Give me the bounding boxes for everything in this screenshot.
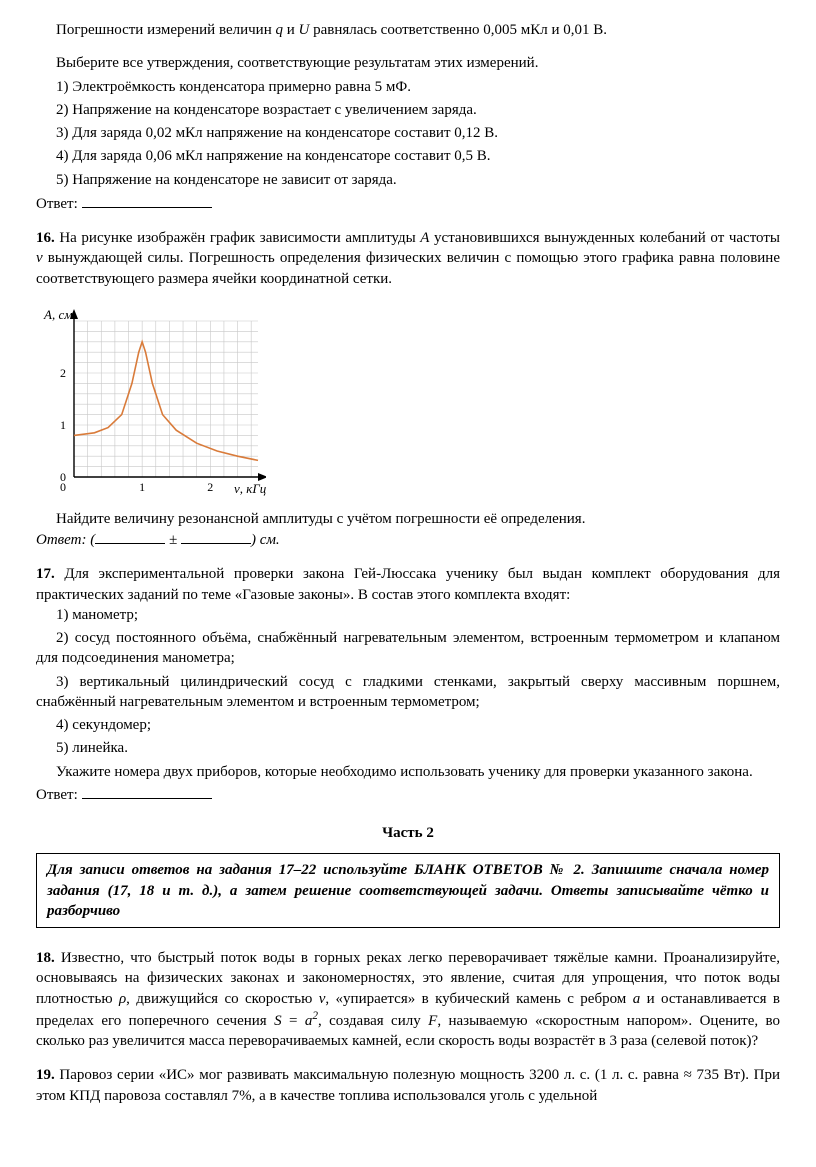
chart-svg: 012120A, смν, кГц	[36, 303, 266, 503]
q17-num: 17.	[36, 566, 55, 582]
text: равнялась соответственно 0,005 мКл и 0,0…	[309, 22, 607, 38]
q18: 18. Известно, что быстрый поток воды в г…	[36, 948, 780, 1051]
svg-text:1: 1	[139, 480, 145, 494]
svg-text:1: 1	[60, 418, 66, 432]
text: ) см.	[251, 532, 280, 548]
svg-text:ν, кГц: ν, кГц	[234, 481, 266, 496]
top-line1: Погрешности измерений величин q и U равн…	[36, 20, 780, 40]
text: установившихся вынужденных колебаний от …	[429, 230, 780, 246]
text: , движущийся со скоростью	[126, 991, 319, 1007]
part2-title: Часть 2	[36, 823, 780, 843]
text: =	[282, 1013, 305, 1029]
sym-F: F	[428, 1013, 437, 1029]
q19-text: 19. Паровоз серии «ИС» мог развивать мак…	[36, 1065, 780, 1106]
text: Для экспериментальной проверки закона Ге…	[36, 566, 780, 602]
q17-opt2: 2) сосуд постоянного объёма, снабжённый …	[36, 628, 780, 669]
q18-text: 18. Известно, что быстрый поток воды в г…	[36, 948, 780, 1051]
q19: 19. Паровоз серии «ИС» мог развивать мак…	[36, 1065, 780, 1106]
q17-opt3: 3) вертикальный цилиндрический сосуд с г…	[36, 672, 780, 713]
text: Паровоз серии «ИС» мог развивать максима…	[36, 1067, 780, 1103]
text: Погрешности измерений величин	[56, 22, 275, 38]
sym-v: ν	[36, 250, 43, 266]
q16-text: 16. На рисунке изображён график зависимо…	[36, 228, 780, 289]
top-opt3: 3) Для заряда 0,02 мКл напряжение на кон…	[36, 123, 780, 143]
top-prompt: Выберите все утверждения, соответствующи…	[36, 53, 780, 73]
q17: 17. Для экспериментальной проверки закон…	[36, 564, 780, 805]
q16-num: 16.	[36, 230, 55, 246]
sym-S: S	[274, 1013, 282, 1029]
svg-text:2: 2	[60, 366, 66, 380]
q17-lead: 17. Для экспериментальной проверки закон…	[36, 564, 780, 605]
q19-num: 19.	[36, 1067, 55, 1083]
q17-opt5: 5) линейка.	[36, 738, 780, 758]
sym-u: U	[299, 22, 310, 38]
sym-a2: a2	[305, 1013, 318, 1029]
q17-opt1: 1) манометр;	[36, 605, 780, 625]
svg-text:0: 0	[60, 480, 66, 494]
text: , создавая силу	[318, 1013, 428, 1029]
answer-blank[interactable]	[82, 193, 212, 208]
answer-blank-1[interactable]	[95, 529, 165, 544]
q17-after: Укажите номера двух приборов, которые не…	[36, 762, 780, 782]
text: и	[283, 22, 299, 38]
top-opt2: 2) Напряжение на конденсаторе возрастает…	[36, 100, 780, 120]
text: На рисунке изображён график зависимости …	[55, 230, 421, 246]
q17-opt4: 4) секундомер;	[36, 715, 780, 735]
svg-text:2: 2	[207, 480, 213, 494]
q17-answer: Ответ:	[36, 784, 780, 805]
resonance-chart: 012120A, смν, кГц	[36, 303, 780, 503]
sym-q: q	[275, 22, 283, 38]
text: вынуждающей силы. Погрешность определени…	[36, 250, 780, 286]
text: ±	[165, 532, 181, 548]
text: , «упирается» в кубический камень с ребр…	[325, 991, 632, 1007]
top-opt1: 1) Электроёмкость конденсатора примерно …	[36, 77, 780, 97]
top-answer: Ответ:	[36, 193, 780, 214]
text: Ответ: (	[36, 532, 95, 548]
answer-label: Ответ:	[36, 196, 78, 212]
part2-instruction: Для записи ответов на задания 17–22 испо…	[36, 853, 780, 928]
answer-blank-2[interactable]	[181, 529, 251, 544]
svg-text:A, см: A, см	[43, 307, 73, 322]
q18-num: 18.	[36, 950, 55, 966]
answer-blank[interactable]	[82, 784, 212, 799]
top-opt5: 5) Напряжение на конденсаторе не зависит…	[36, 170, 780, 190]
q16: 16. На рисунке изображён график зависимо…	[36, 228, 780, 550]
answer-label: Ответ:	[36, 787, 78, 803]
top-opt4: 4) Для заряда 0,06 мКл напряжение на кон…	[36, 146, 780, 166]
q16-caption: Найдите величину резонансной амплитуды с…	[36, 509, 780, 529]
q16-answer: Ответ: ( ± ) см.	[36, 529, 780, 550]
